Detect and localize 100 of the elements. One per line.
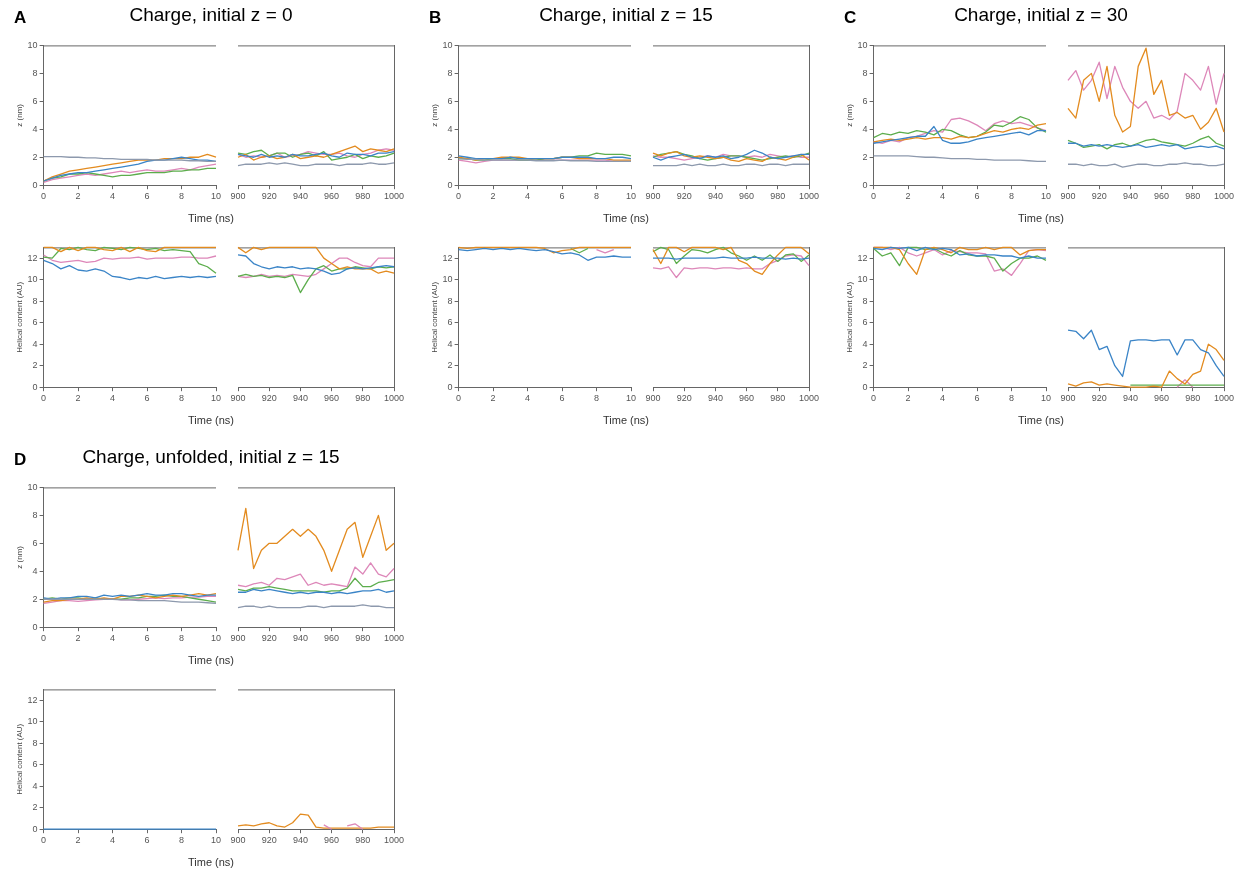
y-tick-label: 4 bbox=[32, 123, 38, 134]
text: D bbox=[14, 450, 27, 470]
y-tick-label: 6 bbox=[447, 95, 453, 106]
x-tick-label: 980 bbox=[770, 393, 786, 404]
y-tick-label: 4 bbox=[862, 123, 868, 134]
y-tick-label: 12 bbox=[27, 694, 38, 705]
y-tick-label: 4 bbox=[32, 565, 38, 576]
x-tick-label: 6 bbox=[559, 393, 565, 404]
x-tick-label: 0 bbox=[871, 393, 877, 404]
y-tick-label: 0 bbox=[32, 179, 38, 190]
y-tick-label: 10 bbox=[857, 274, 868, 285]
x-axis-title: Time (ns) bbox=[186, 654, 235, 666]
x-tick-label: 2 bbox=[905, 393, 911, 404]
y-tick-label: 6 bbox=[447, 317, 453, 328]
x-tick-label: 6 bbox=[974, 191, 980, 202]
y-tick-label: 10 bbox=[442, 274, 453, 285]
y-tick-label: 2 bbox=[862, 360, 868, 371]
y-tick-label: 0 bbox=[32, 823, 38, 834]
y-axis-title: Helical content (AU) bbox=[15, 723, 24, 795]
x-tick-label: 1000 bbox=[798, 393, 820, 404]
y-tick-label: 6 bbox=[32, 317, 38, 328]
y-tick-label: 8 bbox=[32, 509, 38, 520]
y-axis-title: Helical content (AU) bbox=[430, 281, 439, 353]
x-tick-label: 960 bbox=[324, 191, 340, 202]
x-tick-label: 1000 bbox=[383, 191, 405, 202]
x-tick-label: 920 bbox=[1091, 191, 1107, 202]
chart-title: Charge, unfolded, initial z = 15 bbox=[82, 446, 340, 467]
x-tick-label: 920 bbox=[261, 191, 277, 202]
text: B bbox=[429, 8, 442, 28]
x-axis-title: Time (ns) bbox=[1016, 212, 1065, 224]
x-tick-label: 10 bbox=[210, 393, 222, 404]
y-tick-label: 6 bbox=[862, 317, 868, 328]
x-tick-label: 960 bbox=[324, 835, 340, 846]
x-tick-label: 980 bbox=[1185, 191, 1201, 202]
y-tick-label: 10 bbox=[442, 39, 453, 50]
y-tick-label: 0 bbox=[32, 381, 38, 392]
x-tick-label: 8 bbox=[179, 393, 185, 404]
x-tick-label: 8 bbox=[179, 835, 185, 846]
x-tick-label: 920 bbox=[261, 835, 277, 846]
y-tick-label: 6 bbox=[862, 95, 868, 106]
x-tick-label: 940 bbox=[292, 633, 308, 644]
x-tick-label: 4 bbox=[110, 835, 116, 846]
x-tick-label: 6 bbox=[144, 633, 150, 644]
x-tick-label: 940 bbox=[292, 393, 308, 404]
y-axis-title: Helical content (AU) bbox=[845, 281, 854, 353]
y-tick-label: 12 bbox=[27, 252, 38, 263]
x-tick-label: 900 bbox=[645, 393, 661, 404]
y-axis-title: z (nm) bbox=[430, 103, 439, 127]
x-tick-label: 0 bbox=[41, 393, 47, 404]
x-tick-label: 980 bbox=[355, 393, 371, 404]
y-tick-label: 4 bbox=[862, 338, 868, 349]
y-tick-label: 10 bbox=[857, 39, 868, 50]
x-tick-label: 940 bbox=[707, 191, 723, 202]
x-tick-label: 10 bbox=[210, 191, 222, 202]
x-tick-label: 10 bbox=[1040, 191, 1052, 202]
y-tick-label: 2 bbox=[447, 360, 453, 371]
x-tick-label: 0 bbox=[41, 633, 47, 644]
x-tick-label: 920 bbox=[676, 191, 692, 202]
x-tick-label: 0 bbox=[41, 191, 47, 202]
y-tick-label: 4 bbox=[32, 338, 38, 349]
x-axis-title: Time (ns) bbox=[601, 212, 650, 224]
y-tick-label: 8 bbox=[447, 295, 453, 306]
x-tick-label: 900 bbox=[230, 633, 246, 644]
x-tick-label: 940 bbox=[292, 835, 308, 846]
x-tick-label: 980 bbox=[770, 191, 786, 202]
y-tick-label: 0 bbox=[447, 179, 453, 190]
x-tick-label: 940 bbox=[1122, 191, 1138, 202]
x-tick-label: 10 bbox=[1040, 393, 1052, 404]
x-tick-label: 6 bbox=[559, 191, 565, 202]
y-tick-label: 8 bbox=[32, 295, 38, 306]
y-tick-label: 0 bbox=[862, 179, 868, 190]
x-tick-label: 4 bbox=[110, 633, 116, 644]
x-tick-label: 2 bbox=[490, 393, 496, 404]
x-tick-label: 960 bbox=[739, 191, 755, 202]
y-tick-label: 8 bbox=[447, 67, 453, 78]
x-tick-label: 900 bbox=[645, 191, 661, 202]
x-tick-label: 920 bbox=[261, 393, 277, 404]
x-tick-label: 1000 bbox=[383, 393, 405, 404]
x-tick-label: 8 bbox=[594, 393, 600, 404]
x-tick-label: 960 bbox=[324, 633, 340, 644]
chart-title: Charge, initial z = 30 bbox=[954, 4, 1128, 25]
x-tick-label: 4 bbox=[110, 191, 116, 202]
y-tick-label: 8 bbox=[862, 67, 868, 78]
x-tick-label: 980 bbox=[1185, 393, 1201, 404]
x-tick-label: 4 bbox=[940, 191, 946, 202]
y-tick-label: 12 bbox=[442, 252, 453, 263]
y-tick-label: 0 bbox=[447, 381, 453, 392]
x-tick-label: 980 bbox=[355, 835, 371, 846]
y-tick-label: 4 bbox=[32, 780, 38, 791]
x-tick-label: 940 bbox=[292, 191, 308, 202]
y-tick-label: 6 bbox=[32, 95, 38, 106]
x-tick-label: 2 bbox=[75, 393, 81, 404]
x-axis-title: Time (ns) bbox=[186, 212, 235, 224]
y-axis-title: z (nm) bbox=[15, 103, 24, 127]
x-tick-label: 900 bbox=[230, 191, 246, 202]
x-tick-label: 920 bbox=[261, 633, 277, 644]
x-tick-label: 900 bbox=[230, 393, 246, 404]
y-tick-label: 12 bbox=[857, 252, 868, 263]
x-tick-label: 0 bbox=[456, 191, 462, 202]
x-tick-label: 920 bbox=[1091, 393, 1107, 404]
